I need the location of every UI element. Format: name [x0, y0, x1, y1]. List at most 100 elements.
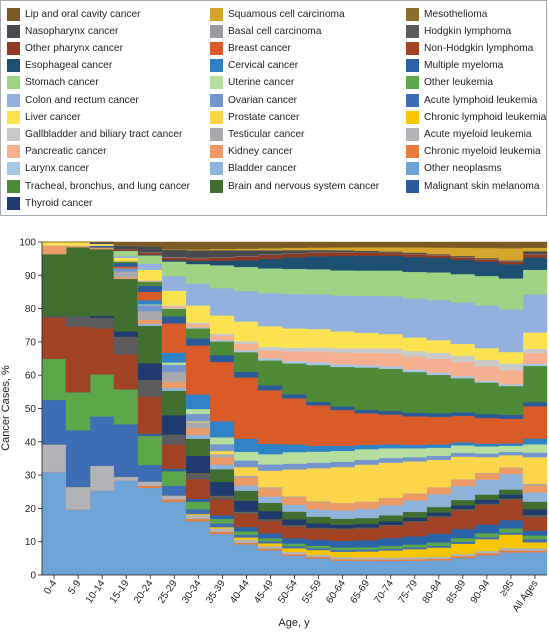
legend-item-multiple-myeloma: Multiple myeloma [406, 59, 503, 73]
chart-legend: Lip and oral cavity cancer Squamous cell … [0, 0, 547, 216]
legend-item-mesothelioma: Mesothelioma [406, 7, 487, 21]
legend-swatch [406, 59, 419, 73]
x-tick-label: 40-44 [228, 578, 252, 606]
legend-label: Tracheal, bronchus, and lung cancer [25, 180, 190, 192]
legend-swatch [210, 76, 223, 90]
legend-item-larynx-cancer: Larynx cancer [7, 162, 89, 176]
legend-item-cervical-cancer: Cervical cancer [210, 59, 298, 73]
x-tick-label: 15-19 [108, 578, 132, 606]
x-tick-label: 85-89 [445, 578, 469, 606]
legend-swatch [210, 24, 223, 38]
legend-label: Colon and rectum cancer [25, 94, 139, 106]
legend-label: Prostate cancer [228, 111, 300, 123]
legend-item-other-leukemia: Other leukemia [406, 76, 493, 90]
legend-label: Breast cancer [228, 42, 291, 54]
legend-swatch [406, 127, 419, 141]
y-tick-label: 70 [25, 337, 37, 348]
legend-item-hodgkin-lymphoma: Hodgkin lymphoma [406, 24, 511, 38]
legend-swatch [406, 41, 419, 55]
legend-swatch [7, 41, 20, 55]
legend-item-gallbladder-and-biliary-tract-cancer: Gallbladder and biliary tract cancer [7, 127, 182, 141]
x-tick-label: 30-34 [180, 578, 204, 606]
x-tick-label: 10-14 [84, 578, 108, 606]
legend-item-liver-cancer: Liver cancer [7, 110, 81, 124]
legend-swatch [210, 162, 223, 176]
legend-swatch [7, 93, 20, 107]
legend-item-breast-cancer: Breast cancer [210, 41, 291, 55]
x-tick-label: 0-4 [42, 578, 60, 597]
legend-label: Multiple myeloma [424, 60, 504, 72]
legend-label: Brain and nervous system cancer [228, 180, 380, 192]
legend-swatch [406, 76, 419, 90]
legend-label: Hodgkin lymphoma [424, 25, 512, 37]
x-axis-title: Age, y [278, 617, 310, 629]
x-tick-label: 80-84 [421, 578, 445, 606]
x-tick-label: All Ages [511, 578, 541, 614]
legend-swatch [406, 162, 419, 176]
legend-label: Other neoplasms [424, 163, 502, 175]
x-tick-label: 20-24 [132, 578, 156, 606]
legend-label: Chronic myeloid leukemia [424, 146, 541, 158]
legend-swatch [210, 7, 223, 21]
x-tick-label: 70-74 [372, 578, 396, 606]
legend-swatch [7, 145, 20, 159]
x-tick-label: 45-49 [252, 578, 276, 606]
legend-swatch [7, 179, 20, 193]
legend-label: Esophageal cancer [25, 60, 113, 72]
legend-swatch [7, 162, 20, 176]
area-series-lip-and-oral-cavity-cancer [42, 241, 548, 250]
legend-item-chronic-lymphoid-leukemia: Chronic lymphoid leukemia [406, 110, 546, 124]
legend-swatch [7, 76, 20, 90]
x-tick-label: 90-94 [469, 578, 493, 606]
x-axis: 0-4 5-9 10-14 15-19 20-24 25-29 30-34 35-39 40-4… [42, 574, 547, 614]
x-tick-label: 50-54 [276, 578, 300, 606]
legend-label: Pancreatic cancer [25, 146, 107, 158]
legend-item-lip-and-oral-cavity-cancer: Lip and oral cavity cancer [7, 7, 141, 21]
legend-swatch [7, 110, 20, 124]
legend-swatch [210, 110, 223, 124]
legend-item-kidney-cancer: Kidney cancer [210, 145, 293, 159]
legend-item-tracheal-bronchus-and-lung-cancer: Tracheal, bronchus, and lung cancer [7, 179, 190, 193]
legend-swatch [210, 127, 223, 141]
legend-item-other-neoplasms: Other neoplasms [406, 162, 502, 176]
legend-swatch [210, 145, 223, 159]
x-tick-label: 55-59 [300, 578, 324, 606]
legend-label: Testicular cancer [228, 128, 305, 140]
legend-item-nasopharynx-cancer: Nasopharynx cancer [7, 24, 118, 38]
y-tick-label: 90 [25, 271, 37, 282]
legend-item-stomach-cancer: Stomach cancer [7, 76, 99, 90]
legend-label: Kidney cancer [228, 146, 293, 158]
legend-item-ovarian-cancer: Ovarian cancer [210, 93, 297, 107]
y-tick-label: 60 [25, 371, 37, 382]
legend-item-squamous-cell-carcinoma: Squamous cell carcinoma [210, 7, 345, 21]
legend-item-colon-and-rectum-cancer: Colon and rectum cancer [7, 93, 139, 107]
legend-label: Cervical cancer [228, 60, 299, 72]
legend-item-acute-myeloid-leukemia: Acute myeloid leukemia [406, 127, 532, 141]
plot-area [41, 241, 548, 576]
legend-swatch [210, 41, 223, 55]
legend-item-chronic-myeloid-leukemia: Chronic myeloid leukemia [406, 145, 541, 159]
legend-label: Acute lymphoid leukemia [424, 94, 538, 106]
legend-label: Squamous cell carcinoma [228, 8, 345, 20]
legend-label: Thyroid cancer [25, 197, 93, 209]
legend-swatch [406, 145, 419, 159]
legend-item-other-pharynx-cancer: Other pharynx cancer [7, 41, 123, 55]
legend-label: Bladder cancer [228, 163, 297, 175]
legend-swatch [406, 179, 419, 193]
legend-label: Other leukemia [424, 77, 494, 89]
legend-item-malignant-skin-melanoma: Malignant skin melanoma [406, 179, 540, 193]
legend-label: Liver cancer [25, 111, 81, 123]
y-tick-label: 80 [25, 304, 37, 315]
legend-item-acute-lymphoid-leukemia: Acute lymphoid leukemia [406, 93, 537, 107]
legend-item-testicular-cancer: Testicular cancer [210, 127, 304, 141]
legend-item-bladder-cancer: Bladder cancer [210, 162, 297, 176]
legend-item-esophageal-cancer: Esophageal cancer [7, 59, 112, 73]
legend-item-basal-cell-carcinoma: Basal cell carcinoma [210, 24, 321, 38]
legend-swatch [210, 59, 223, 73]
legend-swatch [7, 7, 20, 21]
legend-swatch [406, 7, 419, 21]
legend-swatch [210, 93, 223, 107]
legend-label: Chronic lymphoid leukemia [424, 111, 547, 123]
x-tick-label: 60-64 [324, 578, 348, 606]
